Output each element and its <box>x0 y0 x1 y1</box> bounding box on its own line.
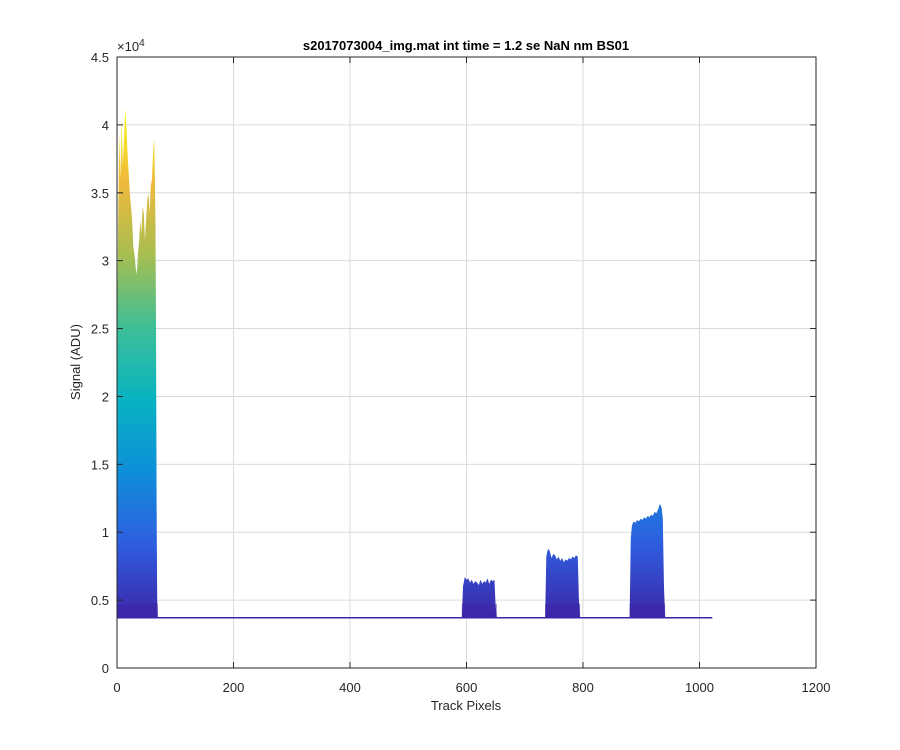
y-tick-label: 0 <box>102 661 109 676</box>
x-tick-label: 1200 <box>802 680 831 695</box>
y-tick-label: 1.5 <box>91 457 109 472</box>
grid <box>117 57 816 668</box>
y-tick-label: 3 <box>102 254 109 269</box>
peak-base-band <box>117 603 158 618</box>
y-tick-labels: 0 0.5 1 1.5 2 2.5 3 3.5 4 4.5 <box>91 50 109 676</box>
peak-base-band <box>545 603 581 618</box>
y-tick-label: 4.5 <box>91 50 109 65</box>
x-axis-label: Track Pixels <box>431 698 502 713</box>
x-tick-label: 800 <box>572 680 594 695</box>
peak-base-band <box>629 603 666 618</box>
y-axis-label: Signal (ADU) <box>68 324 83 400</box>
signal-area <box>629 503 666 618</box>
x-tick-label: 400 <box>339 680 361 695</box>
chart-title: s2017073004_img.mat int time = 1.2 se Na… <box>303 38 629 53</box>
signal-area <box>545 548 581 618</box>
x-tick-label: 1000 <box>685 680 714 695</box>
x-tick-labels: 0 200 400 600 800 1000 1200 <box>113 680 830 695</box>
x-tick-label: 200 <box>223 680 245 695</box>
y-tick-label: 0.5 <box>91 593 109 608</box>
y-exponent-label: ×104 <box>117 38 145 54</box>
y-tick-label: 2 <box>102 389 109 404</box>
tick-marks <box>116 56 817 669</box>
x-tick-label: 600 <box>456 680 478 695</box>
y-tick-label: 4 <box>102 118 109 133</box>
peak-base-band <box>461 603 497 618</box>
signal-area <box>117 108 158 618</box>
signal-areas <box>117 108 713 619</box>
y-tick-label: 1 <box>102 525 109 540</box>
y-tick-label: 2.5 <box>91 322 109 337</box>
y-tick-label: 3.5 <box>91 186 109 201</box>
x-tick-label: 0 <box>113 680 120 695</box>
